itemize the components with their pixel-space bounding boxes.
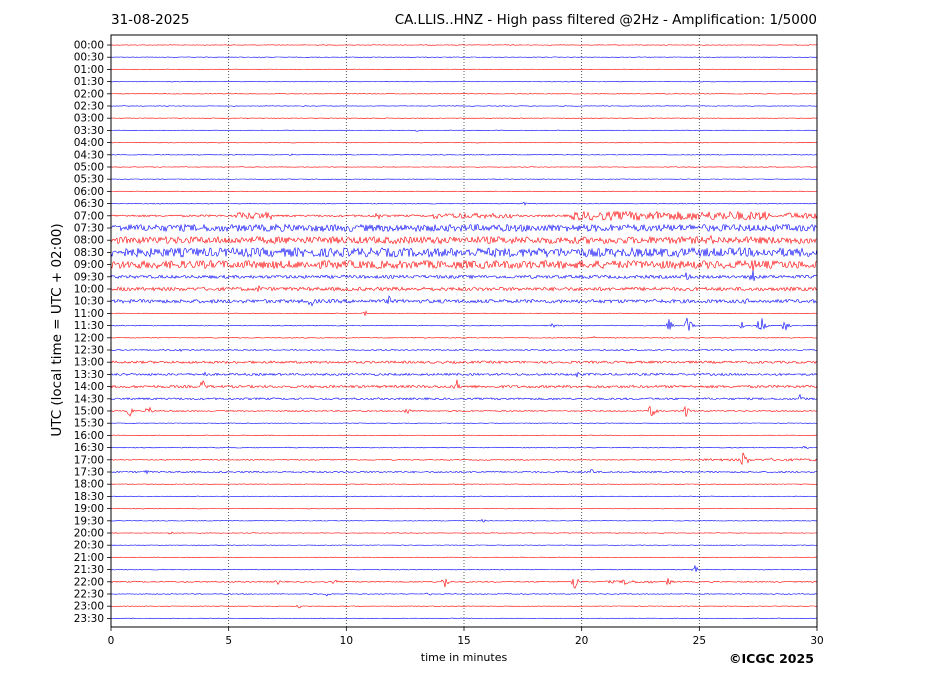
y-tick-label: 22:30 bbox=[74, 589, 104, 601]
seismic-trace bbox=[110, 405, 818, 417]
y-tick-label: 06:30 bbox=[74, 198, 104, 210]
seismic-trace bbox=[110, 518, 817, 523]
seismic-trace bbox=[110, 445, 818, 449]
y-tick-label: 21:30 bbox=[74, 564, 104, 576]
y-tick-label: 00:00 bbox=[74, 40, 104, 52]
seismic-trace bbox=[110, 295, 818, 307]
y-tick-label: 03:30 bbox=[74, 125, 104, 137]
seismic-trace bbox=[111, 117, 818, 119]
y-tick-label: 16:00 bbox=[74, 430, 104, 442]
y-tick-label: 14:30 bbox=[74, 393, 104, 405]
y-tick-label: 23:00 bbox=[74, 601, 104, 613]
seismic-trace bbox=[110, 56, 818, 58]
y-tick-label: 16:30 bbox=[74, 442, 104, 454]
y-tick-label: 18:00 bbox=[74, 479, 104, 491]
seismic-trace bbox=[110, 379, 818, 389]
y-tick-label: 17:30 bbox=[74, 467, 104, 479]
y-tick-label: 10:00 bbox=[74, 284, 104, 296]
grid-lines bbox=[228, 35, 700, 627]
y-tick-label: 02:00 bbox=[74, 88, 104, 100]
y-tick-label: 21:00 bbox=[74, 552, 104, 564]
seismic-trace bbox=[110, 604, 818, 609]
copyright-label: ©ICGC 2025 bbox=[729, 651, 814, 666]
y-tick-label: 00:30 bbox=[74, 52, 104, 64]
seismic-trace bbox=[110, 129, 818, 132]
seismic-trace bbox=[111, 469, 818, 475]
y-tick-label: 01:00 bbox=[74, 64, 104, 76]
y-axis: 00:0000:3001:0001:3002:0002:3003:0003:30… bbox=[74, 40, 111, 625]
seismic-trace bbox=[110, 246, 818, 258]
y-tick-label: 20:00 bbox=[74, 528, 104, 540]
date-label: 31-08-2025 bbox=[111, 12, 190, 28]
y-tick-label: 15:30 bbox=[74, 418, 104, 430]
seismic-trace bbox=[110, 93, 818, 95]
y-tick-label: 03:00 bbox=[74, 113, 104, 125]
y-tick-label: 06:00 bbox=[74, 186, 104, 198]
y-axis-label: UTC (local time = UTC + 02:00) bbox=[49, 223, 65, 437]
y-tick-label: 07:00 bbox=[74, 210, 104, 222]
y-tick-label: 04:00 bbox=[74, 137, 104, 149]
seismic-trace bbox=[110, 452, 818, 466]
plot-frame bbox=[110, 34, 818, 628]
x-tick-label: 0 bbox=[108, 635, 115, 647]
y-tick-label: 17:00 bbox=[74, 454, 104, 466]
y-tick-label: 05:30 bbox=[74, 174, 104, 186]
y-tick-label: 05:00 bbox=[74, 162, 104, 174]
y-tick-label: 10:30 bbox=[74, 296, 104, 308]
y-tick-label: 22:00 bbox=[74, 576, 104, 588]
y-tick-label: 07:30 bbox=[74, 223, 104, 235]
x-tick-label: 10 bbox=[340, 635, 353, 647]
x-axis-label: time in minutes bbox=[420, 651, 508, 664]
seismic-trace bbox=[111, 105, 818, 107]
x-tick-label: 20 bbox=[575, 635, 588, 647]
seismic-trace bbox=[110, 434, 817, 437]
y-tick-label: 04:30 bbox=[74, 149, 104, 161]
chart-title: CA.LLIS..HNZ - High pass filtered @2Hz -… bbox=[394, 12, 817, 28]
x-tick-label: 15 bbox=[457, 635, 470, 647]
seismic-trace bbox=[110, 360, 818, 365]
y-tick-label: 23:30 bbox=[74, 613, 104, 625]
seismic-trace bbox=[110, 310, 818, 316]
x-tick-label: 25 bbox=[693, 635, 706, 647]
seismic-trace bbox=[110, 617, 818, 620]
seismic-trace bbox=[110, 507, 818, 510]
y-tick-label: 20:30 bbox=[74, 540, 104, 552]
y-tick-label: 12:00 bbox=[74, 332, 104, 344]
trace-group bbox=[110, 44, 818, 620]
seismic-trace bbox=[110, 68, 818, 71]
y-tick-label: 19:00 bbox=[74, 503, 104, 515]
seismic-trace bbox=[110, 495, 818, 498]
seismic-trace bbox=[110, 336, 817, 339]
y-tick-label: 09:00 bbox=[74, 259, 104, 271]
y-tick-label: 15:00 bbox=[74, 406, 104, 418]
y-tick-label: 18:30 bbox=[74, 491, 104, 503]
seismic-trace bbox=[110, 141, 817, 144]
seismic-trace bbox=[110, 223, 818, 233]
x-tick-label: 5 bbox=[225, 635, 232, 647]
x-tick-label: 30 bbox=[810, 635, 823, 647]
seismic-trace bbox=[111, 317, 818, 331]
y-tick-label: 11:00 bbox=[74, 308, 104, 320]
y-tick-label: 14:00 bbox=[74, 381, 104, 393]
y-tick-label: 01:30 bbox=[74, 76, 104, 88]
y-tick-label: 19:30 bbox=[74, 515, 104, 527]
y-tick-label: 02:30 bbox=[74, 101, 104, 113]
y-tick-label: 08:00 bbox=[74, 235, 104, 247]
seismic-trace bbox=[110, 153, 817, 156]
y-tick-label: 13:30 bbox=[74, 369, 104, 381]
seismic-trace bbox=[110, 578, 818, 589]
seismic-trace bbox=[110, 422, 818, 424]
seismic-trace bbox=[110, 483, 818, 485]
y-tick-label: 09:30 bbox=[74, 271, 104, 283]
seismic-trace bbox=[110, 80, 818, 83]
y-tick-label: 13:00 bbox=[74, 357, 104, 369]
y-tick-label: 08:30 bbox=[74, 247, 104, 259]
x-axis: 0 5 10 15 20 25 30 bbox=[108, 627, 824, 647]
y-tick-label: 12:30 bbox=[74, 345, 104, 357]
y-tick-label: 11:30 bbox=[74, 320, 104, 332]
